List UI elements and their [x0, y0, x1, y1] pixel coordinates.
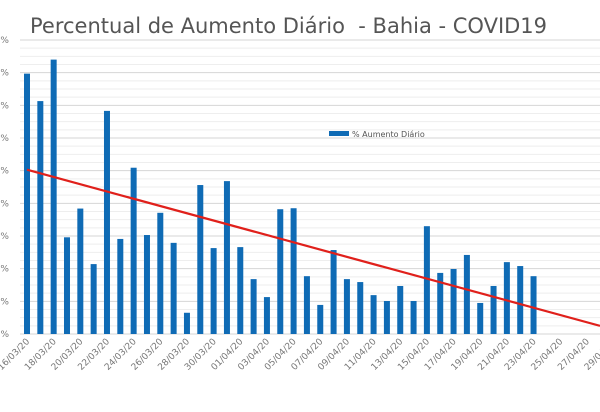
bar — [437, 272, 444, 334]
bar — [410, 301, 417, 334]
bar — [450, 268, 457, 334]
bar — [170, 242, 177, 334]
trendline — [26, 168, 600, 327]
bar — [530, 276, 537, 334]
bar — [477, 302, 484, 334]
bar — [77, 208, 84, 334]
bar — [130, 167, 137, 334]
y-tick-label: 20% — [0, 265, 9, 275]
y-tick-label: 60% — [0, 134, 9, 144]
bar — [210, 248, 217, 334]
legend-swatch — [329, 131, 349, 136]
bar — [197, 185, 204, 334]
bar — [383, 301, 390, 334]
bar — [24, 73, 30, 334]
bar — [117, 238, 124, 334]
bar — [503, 262, 510, 334]
bar — [37, 101, 44, 334]
y-tick-label: 40% — [0, 199, 9, 209]
y-tick-label: 0% — [0, 330, 9, 340]
y-tick-label: 90% — [0, 36, 9, 46]
legend-label: % Aumento Diário — [352, 130, 425, 139]
y-tick-label: 10% — [0, 297, 9, 307]
bar — [157, 212, 164, 334]
bar — [343, 279, 350, 334]
bar — [397, 285, 404, 334]
bar — [517, 266, 524, 334]
y-tick-label: 70% — [0, 101, 9, 111]
y-tick-label: 80% — [0, 69, 9, 79]
bar — [463, 254, 470, 334]
bar — [423, 226, 430, 334]
bar — [277, 209, 284, 334]
y-tick-label: 30% — [0, 232, 9, 242]
bar — [303, 276, 310, 334]
bar — [250, 279, 257, 334]
bar — [357, 282, 364, 334]
bar — [50, 59, 57, 334]
bar — [223, 181, 230, 334]
chart-title: Percentual de Aumento Diário - Bahia - C… — [30, 14, 548, 38]
bar — [317, 304, 324, 334]
bar — [237, 247, 244, 334]
bar — [143, 235, 150, 334]
bar — [330, 250, 337, 334]
bar — [370, 295, 377, 334]
bar — [90, 264, 97, 334]
bar — [263, 297, 270, 334]
bar — [290, 208, 297, 334]
bar — [103, 110, 110, 335]
bar — [490, 285, 497, 334]
y-tick-label: 50% — [0, 167, 9, 177]
bar — [63, 237, 70, 334]
bar — [183, 312, 190, 334]
